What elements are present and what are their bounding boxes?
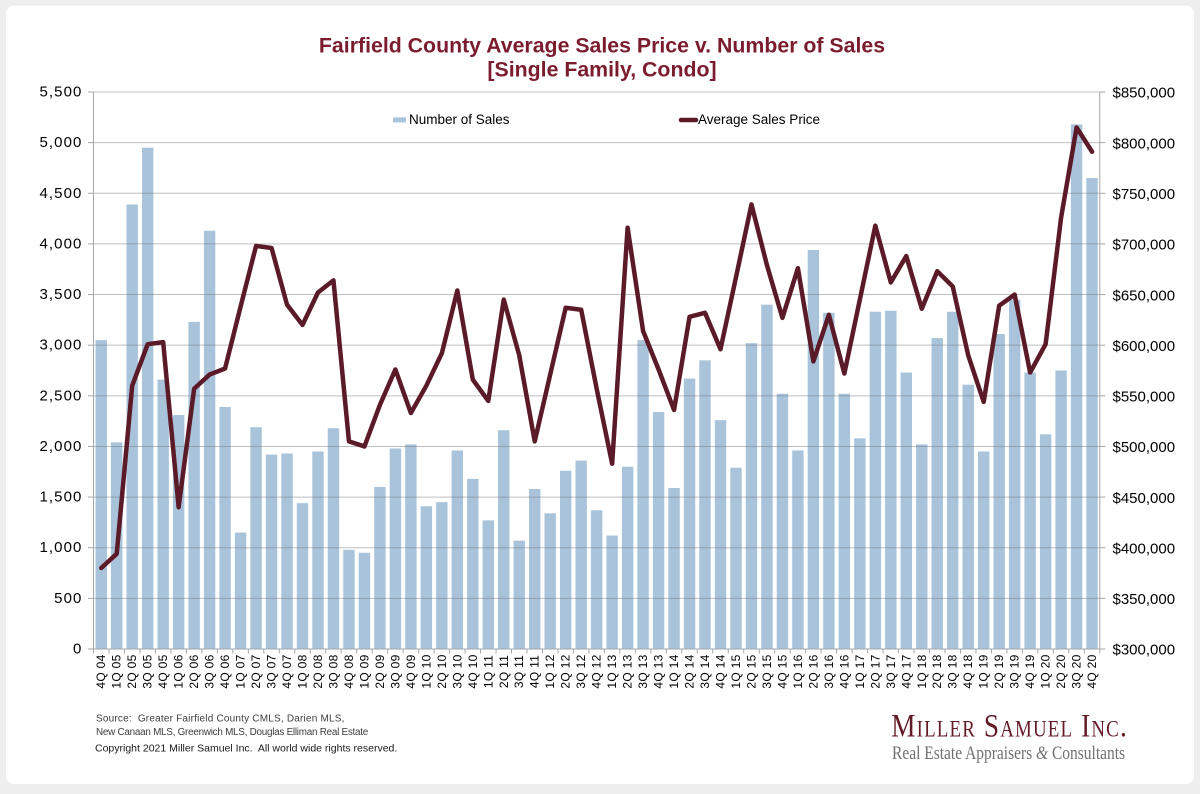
svg-text:3Q 17: 3Q 17 <box>884 654 898 688</box>
svg-text:2Q 19: 2Q 19 <box>992 654 1006 688</box>
svg-text:New Canaan MLS, Greenwich MLS,: New Canaan MLS, Greenwich MLS, Douglas E… <box>96 727 369 738</box>
svg-text:2Q 09: 2Q 09 <box>373 654 387 688</box>
svg-text:1Q 13: 1Q 13 <box>605 654 619 688</box>
svg-text:Average Sales Price: Average Sales Price <box>698 112 820 127</box>
svg-text:1Q 18: 1Q 18 <box>915 654 929 688</box>
svg-text:1Q 17: 1Q 17 <box>853 654 867 688</box>
svg-text:4Q 06: 4Q 06 <box>218 654 232 688</box>
svg-text:1Q 10: 1Q 10 <box>419 654 433 688</box>
svg-text:2,000: 2,000 <box>39 438 82 455</box>
svg-text:2Q 10: 2Q 10 <box>435 654 449 688</box>
svg-text:3Q 08: 3Q 08 <box>326 654 340 688</box>
svg-text:Source: Greater Fairfield Cou: Source: Greater Fairfield County CMLS, D… <box>96 713 345 724</box>
svg-text:3Q 10: 3Q 10 <box>450 654 464 688</box>
svg-text:1Q 15: 1Q 15 <box>729 654 743 688</box>
svg-text:2Q 13: 2Q 13 <box>621 654 635 688</box>
svg-text:$700,000: $700,000 <box>1113 237 1176 254</box>
svg-text:$550,000: $550,000 <box>1113 389 1176 406</box>
svg-text:$750,000: $750,000 <box>1113 186 1176 203</box>
svg-text:$350,000: $350,000 <box>1113 591 1176 608</box>
svg-text:4Q 20: 4Q 20 <box>1085 654 1099 688</box>
svg-text:2Q 12: 2Q 12 <box>559 654 573 688</box>
svg-text:$650,000: $650,000 <box>1113 287 1176 304</box>
svg-text:Real Estate Appraisers & Consu: Real Estate Appraisers & Consultants <box>892 743 1125 764</box>
svg-text:Copyright 2021 Miller Samuel I: Copyright 2021 Miller Samuel Inc. All wo… <box>95 743 397 755</box>
svg-text:1Q 07: 1Q 07 <box>234 654 248 688</box>
svg-text:500: 500 <box>54 590 82 607</box>
svg-text:2Q 08: 2Q 08 <box>311 654 325 688</box>
svg-text:4Q 15: 4Q 15 <box>775 654 789 688</box>
svg-text:4Q 07: 4Q 07 <box>280 654 294 688</box>
svg-text:$300,000: $300,000 <box>1113 642 1176 659</box>
svg-text:$600,000: $600,000 <box>1113 338 1176 355</box>
svg-text:3Q 05: 3Q 05 <box>141 654 155 688</box>
svg-text:3Q 06: 3Q 06 <box>203 654 217 688</box>
svg-text:5,000: 5,000 <box>39 134 82 151</box>
svg-text:1Q 06: 1Q 06 <box>172 654 186 688</box>
svg-text:4Q 16: 4Q 16 <box>837 654 851 688</box>
svg-text:3Q 09: 3Q 09 <box>388 654 402 688</box>
svg-text:Number of Sales: Number of Sales <box>409 112 510 127</box>
svg-text:1Q 12: 1Q 12 <box>543 654 557 688</box>
svg-text:4Q 05: 4Q 05 <box>156 654 170 688</box>
svg-text:4Q 04: 4Q 04 <box>94 654 108 688</box>
svg-text:1Q 11: 1Q 11 <box>481 655 495 688</box>
svg-text:2Q 05: 2Q 05 <box>125 654 139 688</box>
svg-text:2,500: 2,500 <box>39 387 82 404</box>
svg-text:4Q 09: 4Q 09 <box>404 654 418 688</box>
svg-text:1Q 20: 1Q 20 <box>1039 654 1053 688</box>
svg-text:4Q 19: 4Q 19 <box>1023 654 1037 688</box>
svg-text:4Q 12: 4Q 12 <box>590 654 604 688</box>
svg-text:$800,000: $800,000 <box>1113 135 1176 152</box>
svg-text:1Q 16: 1Q 16 <box>791 654 805 688</box>
svg-text:$850,000: $850,000 <box>1113 85 1176 102</box>
svg-text:0: 0 <box>73 641 82 658</box>
svg-text:3Q 14: 3Q 14 <box>698 654 712 688</box>
svg-text:$450,000: $450,000 <box>1113 490 1176 507</box>
svg-text:3Q 11: 3Q 11 <box>512 655 526 688</box>
svg-text:4Q 08: 4Q 08 <box>342 654 356 688</box>
svg-text:4Q 18: 4Q 18 <box>961 654 975 688</box>
svg-text:1,000: 1,000 <box>39 539 82 556</box>
svg-text:1Q 19: 1Q 19 <box>977 654 991 688</box>
svg-text:2Q 15: 2Q 15 <box>744 654 758 688</box>
svg-text:1Q 09: 1Q 09 <box>357 654 371 688</box>
svg-text:Fairfield County Average Sales: Fairfield County Average Sales Price v. … <box>319 34 885 58</box>
svg-text:4,000: 4,000 <box>39 235 82 252</box>
svg-text:3,500: 3,500 <box>39 286 82 303</box>
svg-text:2Q 17: 2Q 17 <box>868 654 882 688</box>
svg-text:3Q 19: 3Q 19 <box>1008 654 1022 688</box>
svg-text:3Q 18: 3Q 18 <box>946 654 960 688</box>
svg-text:4,500: 4,500 <box>39 185 82 202</box>
svg-text:4Q 17: 4Q 17 <box>899 654 913 688</box>
svg-text:2Q 18: 2Q 18 <box>930 654 944 688</box>
svg-text:1Q 14: 1Q 14 <box>667 654 681 688</box>
svg-text:4Q 14: 4Q 14 <box>714 654 728 688</box>
svg-text:$500,000: $500,000 <box>1113 439 1176 456</box>
svg-text:5,500: 5,500 <box>39 84 82 101</box>
svg-text:2Q 20: 2Q 20 <box>1054 654 1068 688</box>
svg-text:1Q 08: 1Q 08 <box>296 654 310 688</box>
svg-text:2Q 16: 2Q 16 <box>806 654 820 688</box>
svg-text:4Q 10: 4Q 10 <box>466 654 480 688</box>
svg-text:3Q 15: 3Q 15 <box>760 654 774 688</box>
svg-text:3,000: 3,000 <box>39 337 82 354</box>
svg-text:4Q 13: 4Q 13 <box>652 654 666 688</box>
svg-text:3Q 13: 3Q 13 <box>636 654 650 688</box>
svg-text:1Q 05: 1Q 05 <box>110 654 124 688</box>
svg-text:2Q 14: 2Q 14 <box>683 654 697 688</box>
svg-text:2Q 07: 2Q 07 <box>249 654 263 688</box>
svg-text:Miller Samuel Inc.: Miller Samuel Inc. <box>891 707 1128 744</box>
svg-text:1,500: 1,500 <box>39 489 82 506</box>
svg-text:3Q 12: 3Q 12 <box>574 654 588 688</box>
svg-text:$400,000: $400,000 <box>1113 540 1176 557</box>
svg-text:2Q 06: 2Q 06 <box>187 654 201 688</box>
svg-text:3Q 20: 3Q 20 <box>1070 654 1084 688</box>
svg-text:2Q 11: 2Q 11 <box>497 655 511 688</box>
svg-text:3Q 16: 3Q 16 <box>822 654 836 688</box>
svg-text:3Q 07: 3Q 07 <box>265 654 279 688</box>
svg-text:4Q 11: 4Q 11 <box>528 655 542 688</box>
svg-text:[Single Family, Condo]: [Single Family, Condo] <box>487 58 716 82</box>
